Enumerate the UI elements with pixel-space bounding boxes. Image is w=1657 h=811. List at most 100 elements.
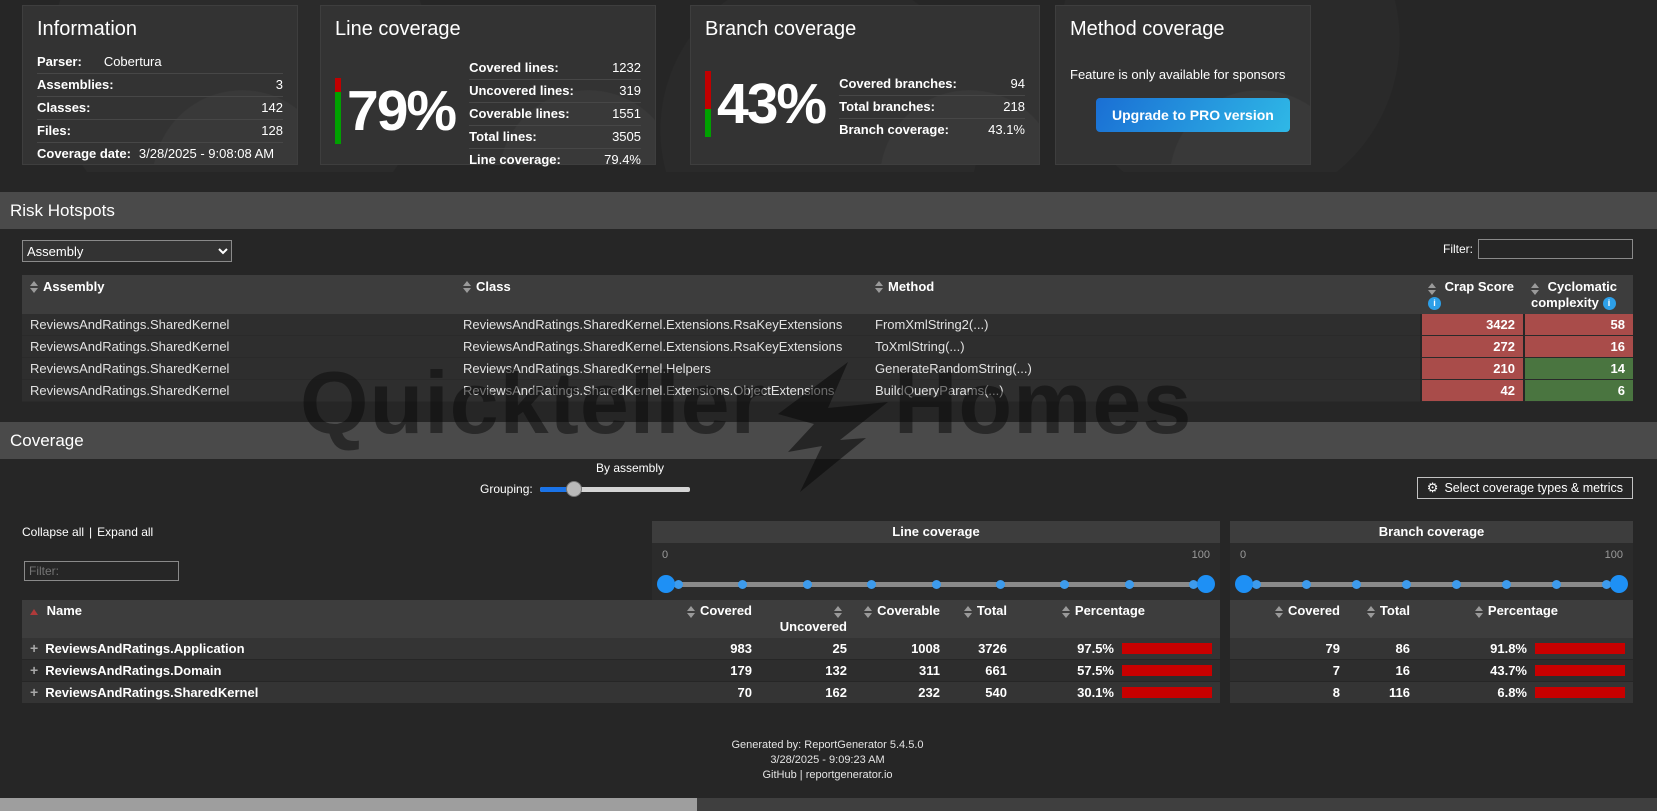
risk-row-method[interactable]: FromXmlString2(...) — [867, 313, 1420, 336]
range-dot[interactable] — [1060, 579, 1070, 589]
sort-icon — [30, 281, 38, 293]
expand-plus-icon[interactable]: + — [30, 684, 39, 701]
risk-filter-label: Filter: — [1443, 242, 1473, 256]
line-percentage-bar — [1122, 642, 1212, 654]
branch-coverage-table: Covered branches: 94 Total branches: 218 B… — [839, 73, 1025, 141]
range-handle-right[interactable] — [1610, 574, 1628, 593]
range-max-label: 100 — [1604, 548, 1623, 561]
coverage-col-total[interactable]: Total — [948, 599, 1015, 638]
coverable-value: 311 — [855, 659, 948, 682]
grouping-label: Grouping: — [480, 481, 533, 496]
range-handle-right[interactable] — [1197, 574, 1215, 593]
risk-col-assembly[interactable]: Assembly — [22, 275, 455, 314]
range-dot[interactable] — [1124, 579, 1134, 589]
risk-filter-input[interactable] — [1478, 239, 1633, 259]
sort-icon — [1531, 282, 1539, 295]
risk-row-crap-score: 3422 — [1420, 313, 1523, 336]
range-dot[interactable] — [995, 579, 1005, 589]
info-row-coverage-date: Coverage date: 3/28/2025 - 9:08:08 AM — [37, 142, 283, 165]
branch-total-value: 116 — [1348, 681, 1418, 704]
risk-row-method[interactable]: GenerateRandomString(...) — [867, 357, 1420, 380]
range-dot[interactable] — [867, 579, 877, 589]
coverage-controls: By assembly Grouping: ⚙ Select coverage … — [22, 459, 1633, 521]
range-dot[interactable] — [1252, 579, 1261, 589]
info-row-files: Files: 128 — [37, 119, 283, 142]
risk-row-assembly: ReviewsAndRatings.SharedKernel — [22, 335, 455, 358]
range-dot[interactable] — [1402, 579, 1411, 589]
coverage-filter-input[interactable] — [24, 560, 179, 581]
expand-plus-icon[interactable]: + — [30, 662, 39, 679]
range-track[interactable] — [1238, 581, 1625, 587]
reportgenerator-link[interactable]: reportgenerator.io — [805, 768, 893, 781]
risk-col-cyclomatic[interactable]: Cyclomatic complexity i — [1523, 275, 1633, 314]
risk-hotspots-table: Assembly Class Method Crap Score i Cyclo… — [22, 275, 1633, 402]
range-dot[interactable] — [1302, 579, 1311, 589]
coverage-col-percentage[interactable]: Percentage — [1015, 599, 1220, 638]
coverage-col-covered[interactable]: Covered — [652, 599, 760, 638]
range-dot[interactable] — [1552, 579, 1561, 589]
risk-grouping-select[interactable]: Assembly — [22, 240, 232, 262]
mini-bar-covered-segment — [335, 91, 341, 144]
covered-value: 70 — [652, 681, 760, 704]
risk-row-method[interactable]: BuildQueryParams(...) — [867, 379, 1420, 402]
risk-col-method[interactable]: Method — [867, 275, 1420, 314]
risk-row-method[interactable]: ToXmlString(...) — [867, 335, 1420, 358]
select-metrics-button[interactable]: ⚙ Select coverage types & metrics — [1416, 476, 1633, 499]
risk-row-class[interactable]: ReviewsAndRatings.SharedKernel.Extension… — [455, 313, 867, 336]
branch-col-percentage[interactable]: Percentage — [1418, 599, 1633, 638]
branch-coverage-card: Branch coverage 43% Covered branches: 94 … — [690, 5, 1040, 165]
range-dot[interactable] — [738, 579, 748, 589]
risk-col-class[interactable]: Class — [455, 275, 867, 314]
risk-row-crap-score: 272 — [1420, 335, 1523, 358]
slider-fill — [539, 486, 575, 492]
risk-col-crap-score[interactable]: Crap Score i — [1420, 275, 1523, 314]
grouping-slider[interactable] — [539, 480, 690, 497]
range-dot[interactable] — [802, 579, 812, 589]
range-dot[interactable] — [1189, 579, 1198, 589]
risk-row-class[interactable]: ReviewsAndRatings.SharedKernel.Extension… — [455, 335, 867, 358]
range-handle-left[interactable] — [1235, 574, 1253, 593]
range-dot[interactable] — [1502, 579, 1511, 589]
risk-row-class[interactable]: ReviewsAndRatings.SharedKernel.Helpers — [455, 357, 867, 380]
risk-row-class[interactable]: ReviewsAndRatings.SharedKernel.Extension… — [455, 379, 867, 402]
coverage-col-uncovered[interactable]: Uncovered — [760, 599, 855, 638]
branch-percentage-cell: 6.8% — [1418, 681, 1633, 704]
slider-track[interactable] — [539, 486, 690, 492]
range-dot[interactable] — [1602, 579, 1611, 589]
range-dot[interactable] — [1452, 579, 1461, 589]
horizontal-scrollbar[interactable] — [0, 798, 1657, 811]
sort-icon — [686, 606, 695, 619]
risk-row-assembly: ReviewsAndRatings.SharedKernel — [22, 357, 455, 380]
sort-icon — [463, 281, 471, 293]
horizontal-scrollbar-thumb[interactable] — [0, 798, 697, 811]
github-link[interactable]: GitHub — [762, 768, 797, 781]
coverage-col-name[interactable]: Name — [22, 599, 652, 638]
branch-percentage-cell: 43.7% — [1418, 659, 1633, 682]
expand-all-link[interactable]: Expand all — [97, 524, 154, 539]
range-dot[interactable] — [674, 579, 683, 589]
line-coverage-mini-bar — [335, 78, 341, 144]
range-dot[interactable] — [1352, 579, 1361, 589]
range-dot[interactable] — [931, 579, 941, 589]
range-handle-left[interactable] — [657, 574, 675, 593]
uncovered-value: 132 — [760, 659, 855, 682]
info-icon[interactable]: i — [1602, 296, 1616, 310]
info-icon[interactable]: i — [1428, 296, 1441, 310]
coverage-filter-cell — [22, 543, 652, 600]
collapse-all-link[interactable]: Collapse all — [22, 524, 85, 539]
expand-plus-icon[interactable]: + — [30, 640, 39, 657]
gear-icon: ⚙ — [1426, 479, 1439, 495]
branch-col-total[interactable]: Total — [1348, 599, 1418, 638]
coverage-col-coverable[interactable]: Coverable — [855, 599, 948, 638]
branch-col-covered[interactable]: Covered — [1230, 599, 1348, 638]
branch-percentage-bar — [1535, 664, 1625, 676]
line-percentage-cell: 97.5% — [1015, 637, 1220, 660]
upgrade-pro-button[interactable]: Upgrade to PRO version — [1096, 98, 1290, 132]
sort-icon — [963, 606, 972, 619]
slider-thumb[interactable] — [566, 480, 583, 497]
line-coverage-big-percent: 79% — [347, 79, 457, 143]
line-coverage-range-slider: 0 100 — [652, 542, 1220, 600]
line-percentage-cell: 57.5% — [1015, 659, 1220, 682]
branch-total-value: 86 — [1348, 637, 1418, 660]
information-card: Information Parser: Cobertura Assemblies… — [22, 5, 298, 165]
